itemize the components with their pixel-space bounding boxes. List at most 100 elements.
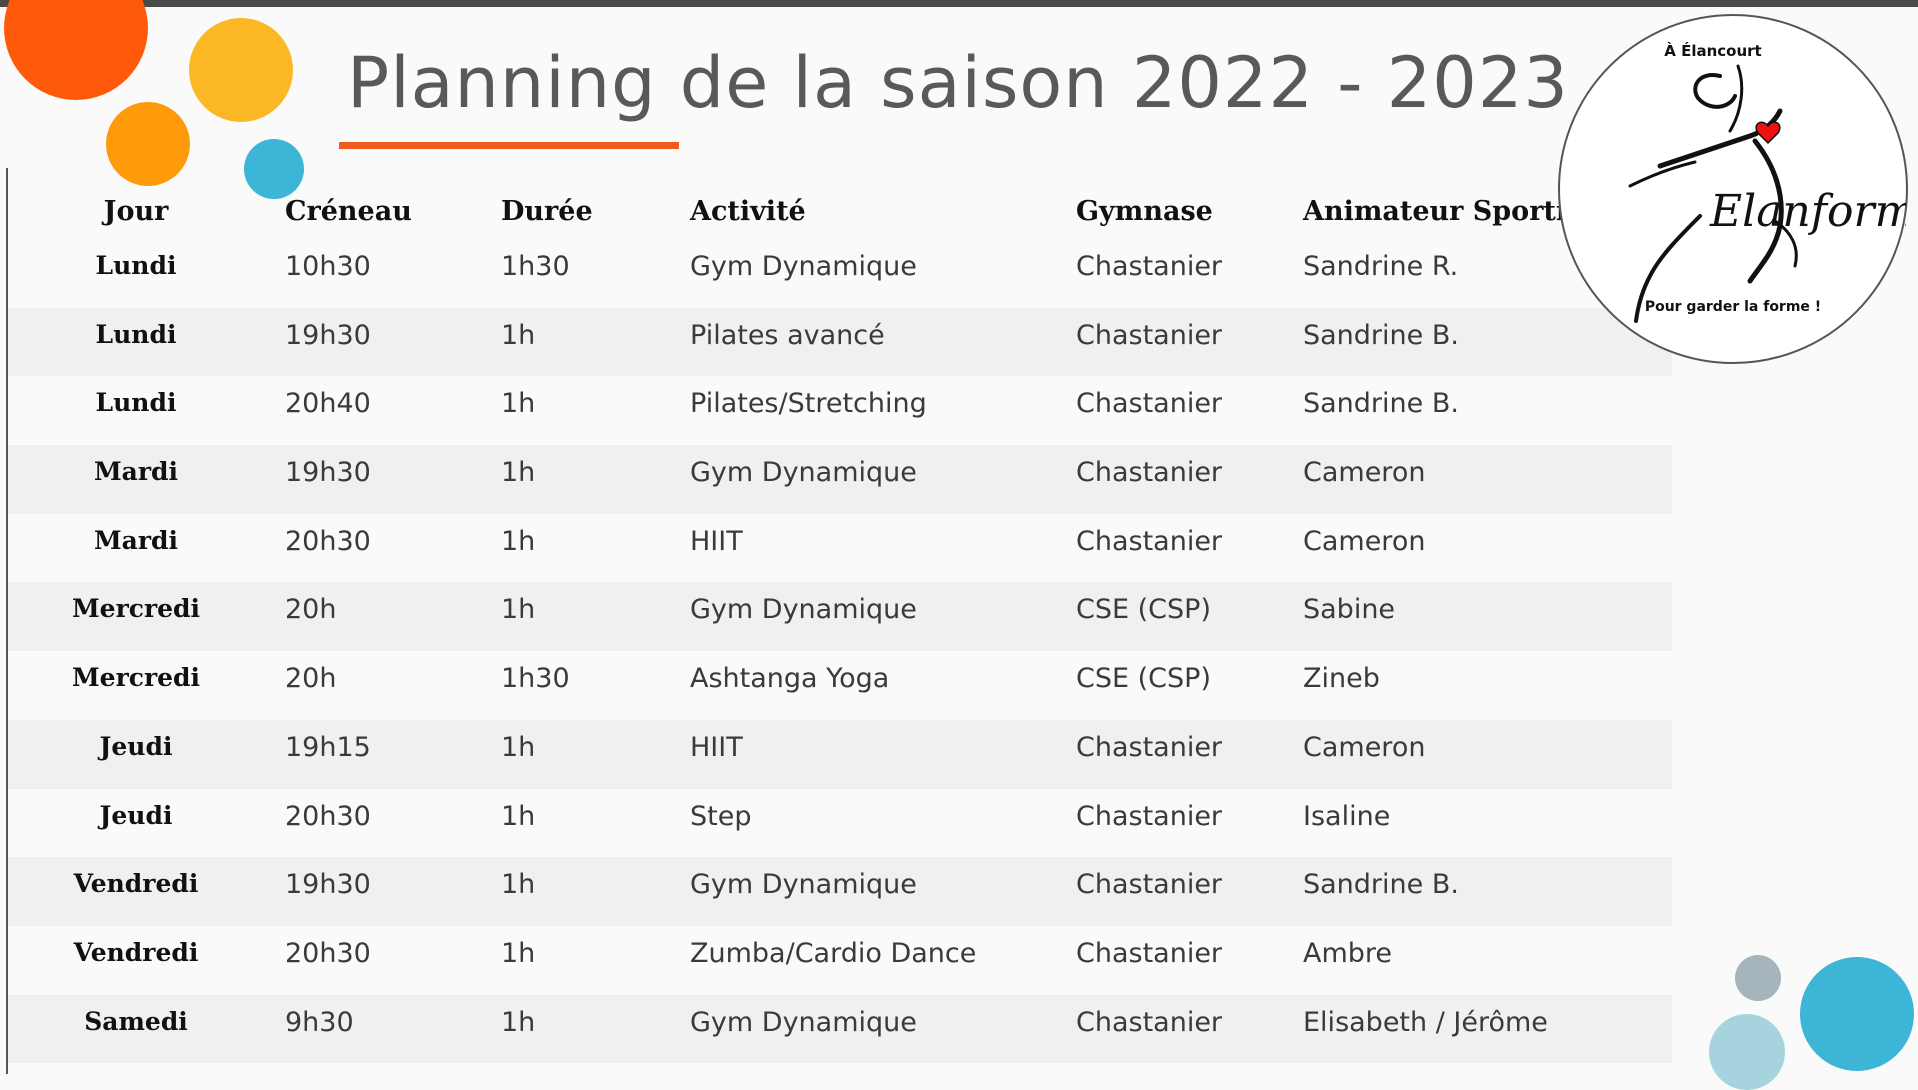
- header-gymnase: Gymnase: [1076, 195, 1213, 227]
- cell-jour: Mercredi: [71, 663, 201, 693]
- header-creneau: Créneau: [285, 195, 412, 227]
- table-row: Mardi 20h30 1h HIIT Chastanier Cameron: [8, 514, 1672, 583]
- cell-duree: 1h: [501, 319, 536, 351]
- table-row: Jeudi 19h15 1h HIIT Chastanier Cameron: [8, 719, 1672, 789]
- cell-duree: 1h: [501, 800, 536, 832]
- header-activite: Activité: [690, 195, 806, 227]
- cell-creneau: 10h30: [285, 251, 371, 282]
- cell-jour: Mardi: [93, 525, 179, 555]
- cell-creneau: 19h15: [285, 731, 371, 763]
- cell-jour: Lundi: [95, 388, 177, 418]
- cell-creneau: 19h30: [285, 319, 371, 351]
- cell-creneau: 20h: [285, 663, 337, 695]
- table-row: Vendredi 20h30 1h Zumba/Cardio Dance Chastan…: [8, 926, 1672, 995]
- logo-brand-text: Elanforme: [1709, 186, 1906, 237]
- cell-gymnase: Chastanier: [1076, 457, 1223, 489]
- elanforme-logo: À Élancourt Elanforme Pour garder la for…: [1558, 14, 1908, 364]
- cell-duree: 1h: [501, 457, 536, 489]
- cell-animateur: Sandrine B.: [1303, 388, 1459, 420]
- cell-duree: 1h: [501, 731, 536, 763]
- cell-activite: Pilates/Stretching: [690, 388, 927, 420]
- cell-duree: 1h: [501, 937, 536, 969]
- header-jour: Jour: [103, 195, 169, 227]
- cell-duree: 1h30: [501, 251, 570, 282]
- cell-activite: Gym Dynamique: [690, 869, 917, 901]
- cell-gymnase: Chastanier: [1076, 800, 1223, 832]
- cell-jour: Mercredi: [71, 594, 201, 624]
- cell-creneau: 20h40: [285, 388, 371, 420]
- table-row: Mercredi 20h 1h30 Ashtanga Yoga CSE (CSP) Zin…: [8, 651, 1672, 720]
- cell-jour: Vendredi: [73, 937, 199, 967]
- cell-duree: 1h: [501, 594, 536, 626]
- cell-animateur: Sabine: [1303, 594, 1396, 626]
- table-row: Samedi 9h30 1h Gym Dynamique Chastanier Elisa…: [8, 994, 1672, 1064]
- cell-animateur: Sandrine B.: [1303, 869, 1459, 901]
- cell-animateur: Zineb: [1303, 663, 1380, 695]
- cell-duree: 1h: [501, 1006, 536, 1038]
- decor-circle-blue-large: [1800, 957, 1914, 1071]
- cell-activite: Gym Dynamique: [690, 457, 917, 489]
- cell-activite: HIIT: [690, 731, 743, 763]
- cell-activite: Gym Dynamique: [690, 594, 917, 626]
- cell-gymnase: Chastanier: [1076, 251, 1223, 282]
- cell-animateur: Ambre: [1303, 937, 1393, 969]
- cell-animateur: Cameron: [1303, 731, 1426, 763]
- table-header-row: Jour Créneau Durée Activité Gymnase Anim…: [8, 183, 1672, 239]
- cell-activite: HIIT: [690, 525, 743, 557]
- cell-creneau: 20h30: [285, 800, 371, 832]
- cell-gymnase: Chastanier: [1076, 388, 1223, 420]
- decor-circle-orange: [106, 102, 190, 186]
- cell-creneau: 20h30: [285, 937, 371, 969]
- decor-circle-yellow: [189, 18, 293, 122]
- cell-creneau: 19h30: [285, 869, 371, 901]
- table-row: Mercredi 20h 1h Gym Dynamique CSE (CSP) Sabin…: [8, 582, 1672, 652]
- cell-creneau: 9h30: [285, 1006, 354, 1038]
- cell-creneau: 20h: [285, 594, 337, 626]
- cell-jour: Vendredi: [73, 869, 199, 899]
- cell-jour: Samedi: [84, 1006, 188, 1036]
- header-duree: Durée: [501, 195, 593, 227]
- cell-gymnase: Chastanier: [1076, 869, 1223, 901]
- cell-jour: Lundi: [95, 251, 177, 280]
- cell-gymnase: Chastanier: [1076, 319, 1223, 351]
- title-underline: [339, 142, 679, 149]
- cell-gymnase: CSE (CSP): [1076, 663, 1211, 695]
- cell-jour: Jeudi: [99, 800, 173, 830]
- header-animateur: Animateur Sportif: [1303, 195, 1578, 227]
- cell-activite: Zumba/Cardio Dance: [690, 937, 977, 969]
- cell-duree: 1h30: [501, 663, 570, 695]
- cell-creneau: 20h30: [285, 525, 371, 557]
- cell-duree: 1h: [501, 525, 536, 557]
- cell-creneau: 19h30: [285, 457, 371, 489]
- cell-activite: Ashtanga Yoga: [690, 663, 890, 695]
- top-bar: [0, 0, 1918, 7]
- left-rule: [6, 168, 8, 1074]
- cell-activite: Step: [690, 800, 752, 832]
- cell-jour: Mardi: [93, 457, 179, 487]
- decor-circle-grey: [1735, 955, 1781, 1001]
- schedule-table: Jour Créneau Durée Activité Gymnase Anim…: [8, 183, 1672, 1064]
- decor-circle-blue-small: [244, 139, 304, 199]
- cell-jour: Jeudi: [99, 731, 173, 761]
- cell-gymnase: Chastanier: [1076, 937, 1223, 969]
- cell-gymnase: Chastanier: [1076, 525, 1223, 557]
- cell-animateur: Sandrine R.: [1303, 251, 1459, 282]
- page-title: Planning de la saison 2022 - 2023: [347, 42, 1569, 124]
- cell-animateur: Elisabeth / Jérôme: [1303, 1006, 1548, 1038]
- cell-jour: Lundi: [95, 319, 177, 349]
- decor-circle-orange-dark: [4, 0, 148, 100]
- logo-bottom-text: Pour garder la forme !: [1644, 299, 1822, 315]
- cell-gymnase: Chastanier: [1076, 731, 1223, 763]
- cell-animateur: Cameron: [1303, 525, 1426, 557]
- cell-animateur: Sandrine B.: [1303, 319, 1459, 351]
- table-row: Jeudi 20h30 1h Step Chastanier Isaline: [8, 789, 1672, 858]
- table-row: Lundi 19h30 1h Pilates avancé Chastanier Sand…: [8, 307, 1672, 377]
- cell-animateur: Cameron: [1303, 457, 1426, 489]
- cell-activite: Pilates avancé: [690, 319, 885, 351]
- cell-animateur: Isaline: [1303, 800, 1391, 832]
- decor-circle-light-blue: [1709, 1014, 1785, 1090]
- logo-top-text: À Élancourt: [1664, 42, 1762, 60]
- athlete-figure-icon: Elanforme: [1628, 64, 1906, 323]
- cell-activite: Gym Dynamique: [690, 251, 917, 282]
- cell-duree: 1h: [501, 388, 536, 420]
